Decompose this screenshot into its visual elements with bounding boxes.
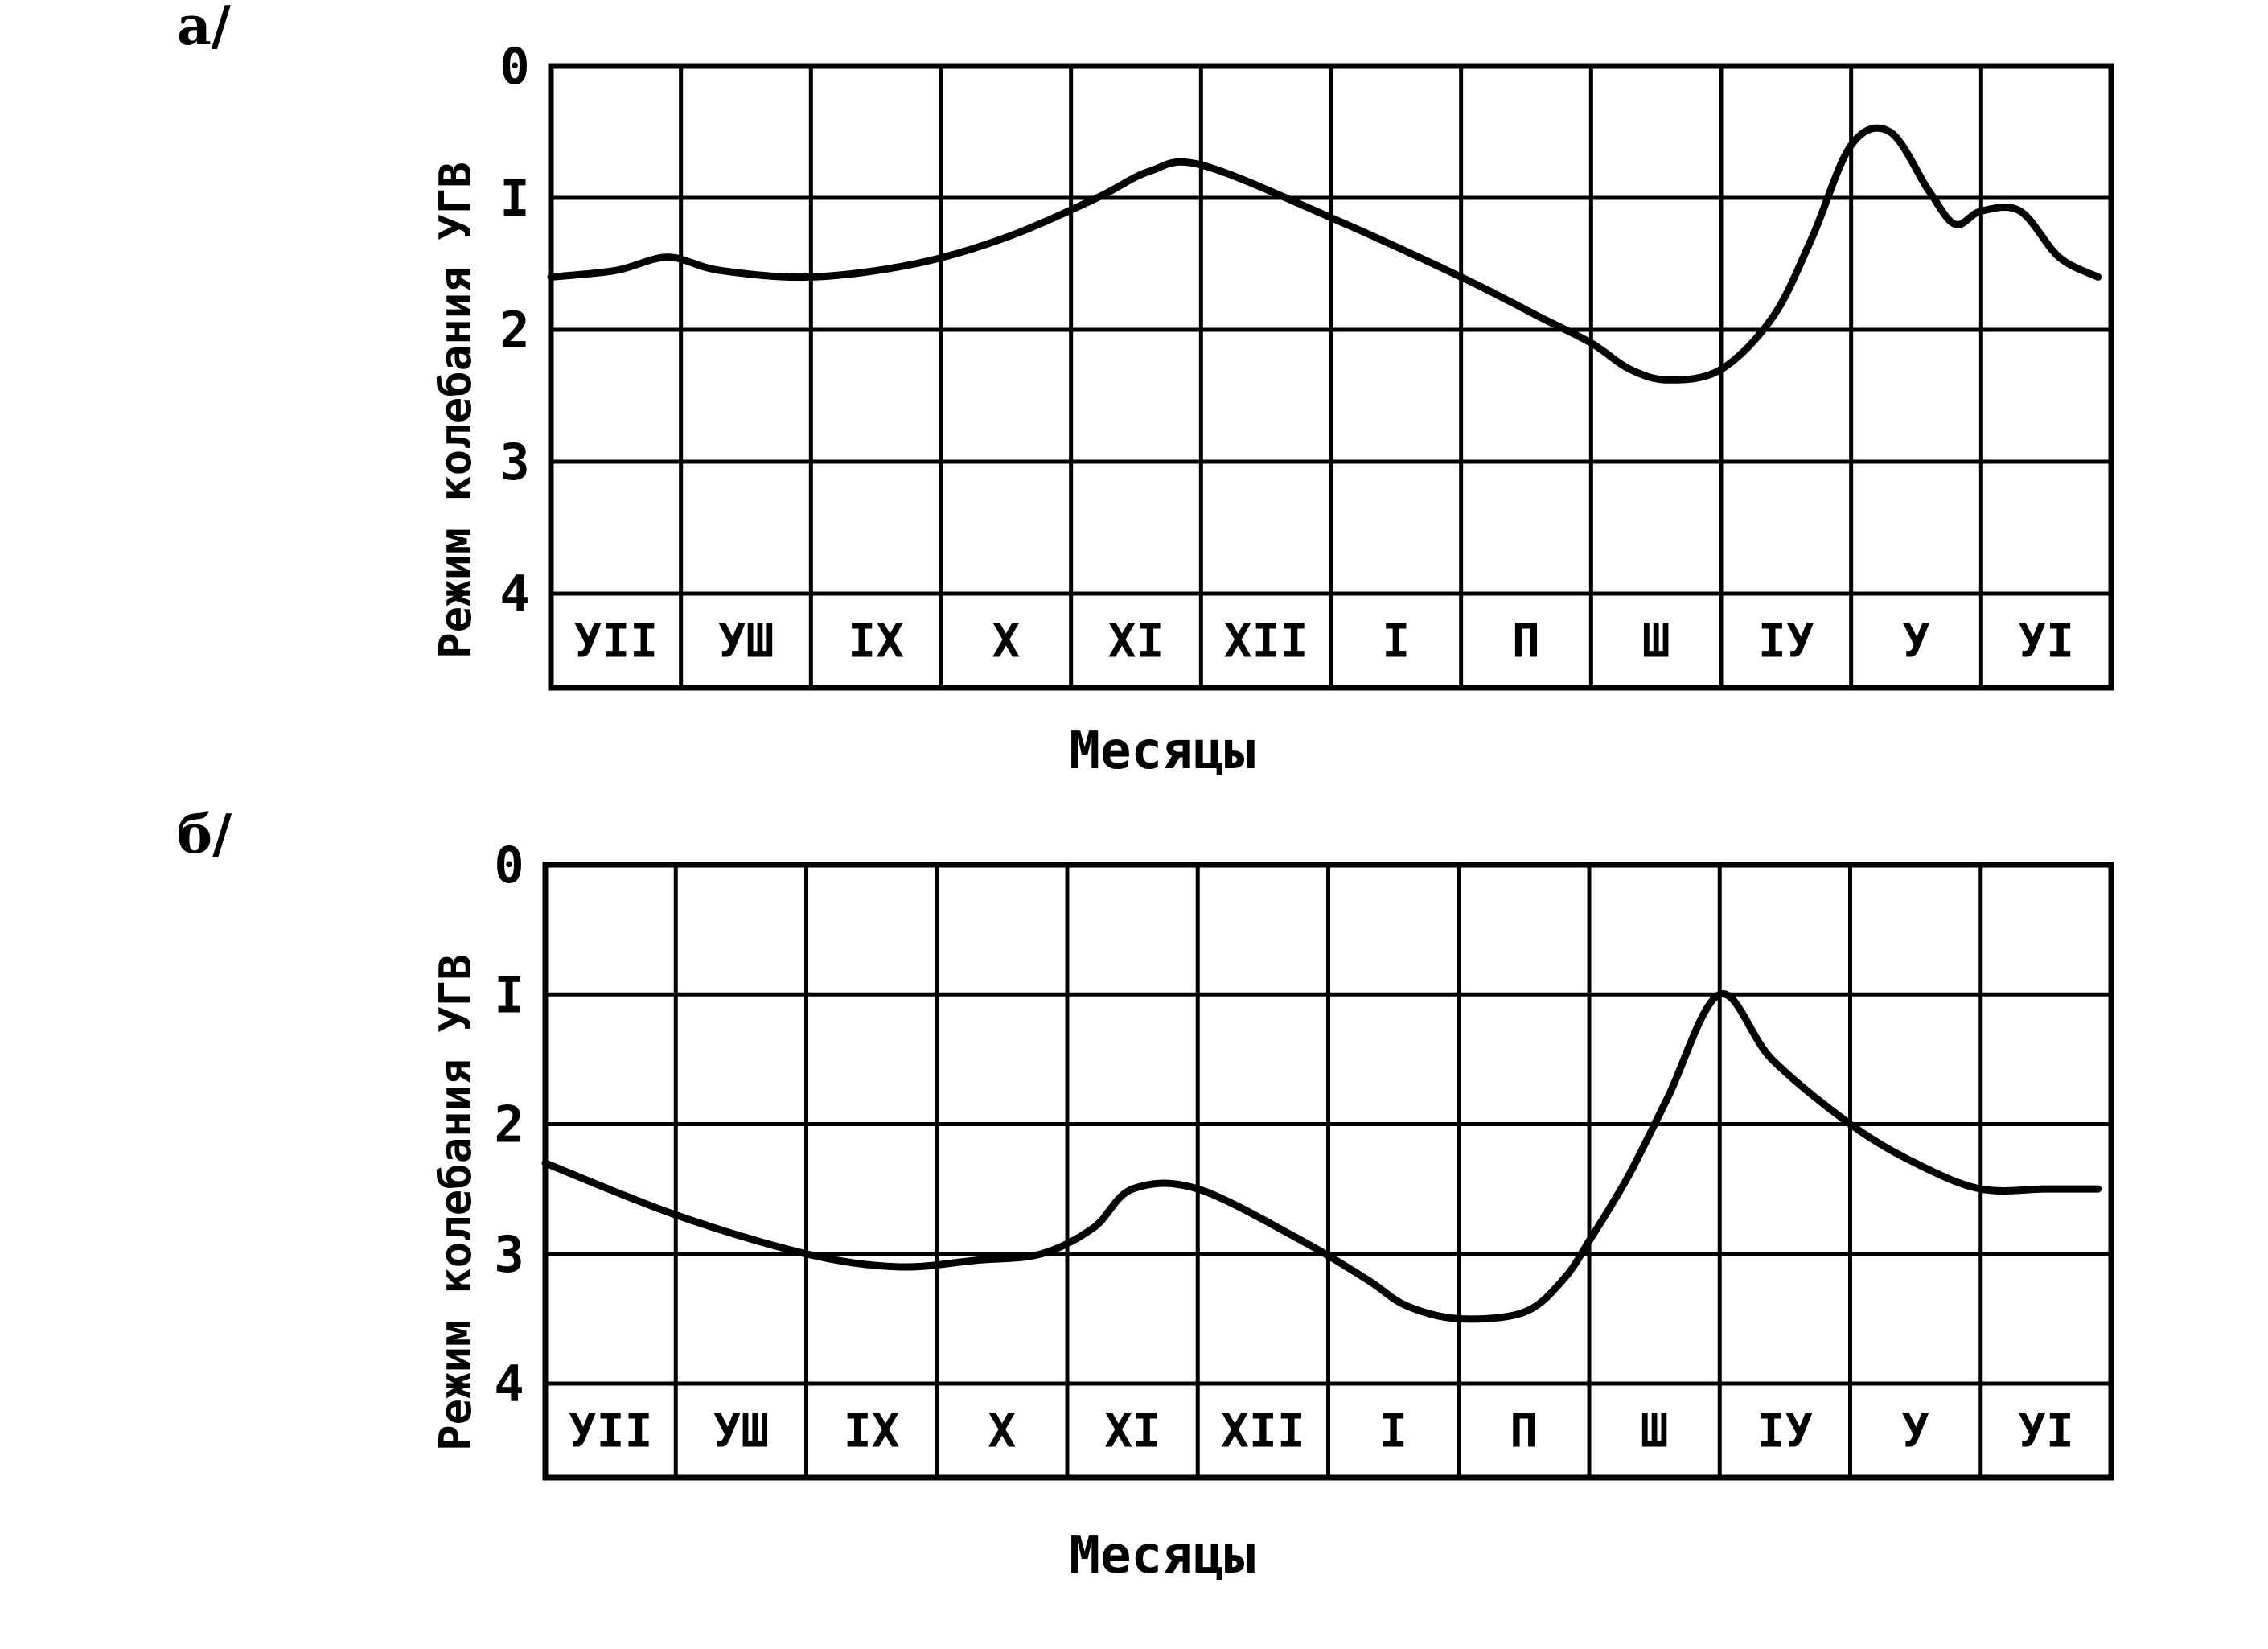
panel-b-grid	[542, 862, 2114, 1481]
panel-a-month-label: УII	[573, 614, 658, 668]
panel-b-series-line	[541, 990, 2102, 1323]
panel-b-month-label: УШ	[713, 1404, 769, 1458]
panel-a-y-tick-label: 0	[499, 37, 529, 96]
panel-b-month-label: IУ	[1756, 1404, 1813, 1458]
panel-a-month-label: УШ	[718, 614, 774, 668]
panel-b-x-axis-label: Месяцы	[1069, 1526, 1255, 1585]
panel-a-series-line	[547, 124, 2102, 384]
panel-b-month-label: XII	[1221, 1404, 1305, 1458]
panel-a-grid	[548, 63, 2114, 691]
panel-b-month-label: У	[1901, 1404, 1929, 1458]
panel-a-month-label: X	[992, 614, 1020, 668]
panel-b-month-label: I	[1379, 1404, 1407, 1458]
panel-a-y-axis-label: Режим колебания УГВ	[430, 162, 481, 659]
panel-b-y-tick-label: 4	[494, 1355, 524, 1413]
panel-b-month-label: IX	[844, 1404, 900, 1458]
panel-a-month-label: П	[1512, 614, 1540, 668]
panel-b-month-labels: УII УШ IX X XI XII I П Ш IУ У УI	[569, 1404, 2074, 1458]
panel-a-month-labels: УII УШ IX X XI XII I П Ш IУ У УI	[573, 614, 2074, 668]
panel-b-y-tick-label: 3	[494, 1225, 524, 1284]
panel-a-y-tick-label: 4	[499, 565, 529, 623]
panel-a-x-axis-label: Месяцы	[1069, 722, 1255, 781]
panel-b-month-label: XI	[1104, 1404, 1161, 1458]
panel-a-month-label: У	[1902, 614, 1930, 668]
panel-b-month-label: Ш	[1641, 1404, 1669, 1458]
panel-b-month-label: УI	[2018, 1404, 2074, 1458]
panel-b-y-tick-label: 2	[494, 1096, 524, 1154]
panel-a-y-tick-label: 2	[499, 301, 529, 360]
panel-b-y-ticks: 0 I 2 3 4	[494, 836, 524, 1413]
panel-a-label: а/	[177, 0, 232, 57]
panel-b-y-axis-label: Режим колебания УГВ	[430, 954, 481, 1451]
panel-a-month-label: УI	[2018, 614, 2074, 668]
panel-a-month-label: I	[1382, 614, 1410, 668]
panel-a-y-ticks: 0 I 2 3 4	[499, 37, 529, 623]
panel-a-month-label: Ш	[1642, 614, 1670, 668]
panel-b-month-label: X	[988, 1404, 1016, 1458]
panel-a-month-label: XI	[1108, 614, 1165, 668]
panel-a-month-label: XII	[1224, 614, 1309, 668]
panel-b-y-tick-label: I	[494, 965, 524, 1024]
panel-b-y-tick-label: 0	[494, 836, 524, 894]
panel-a-month-label: IУ	[1758, 614, 1814, 668]
panel-b-label: б/	[177, 803, 232, 866]
panel-a-y-tick-label: 3	[499, 433, 529, 491]
panel-b-month-label: П	[1510, 1404, 1538, 1458]
panel-a-month-label: IX	[848, 614, 904, 668]
panel-b-month-label: УII	[569, 1404, 653, 1458]
panel-a-y-tick-label: I	[499, 169, 529, 228]
